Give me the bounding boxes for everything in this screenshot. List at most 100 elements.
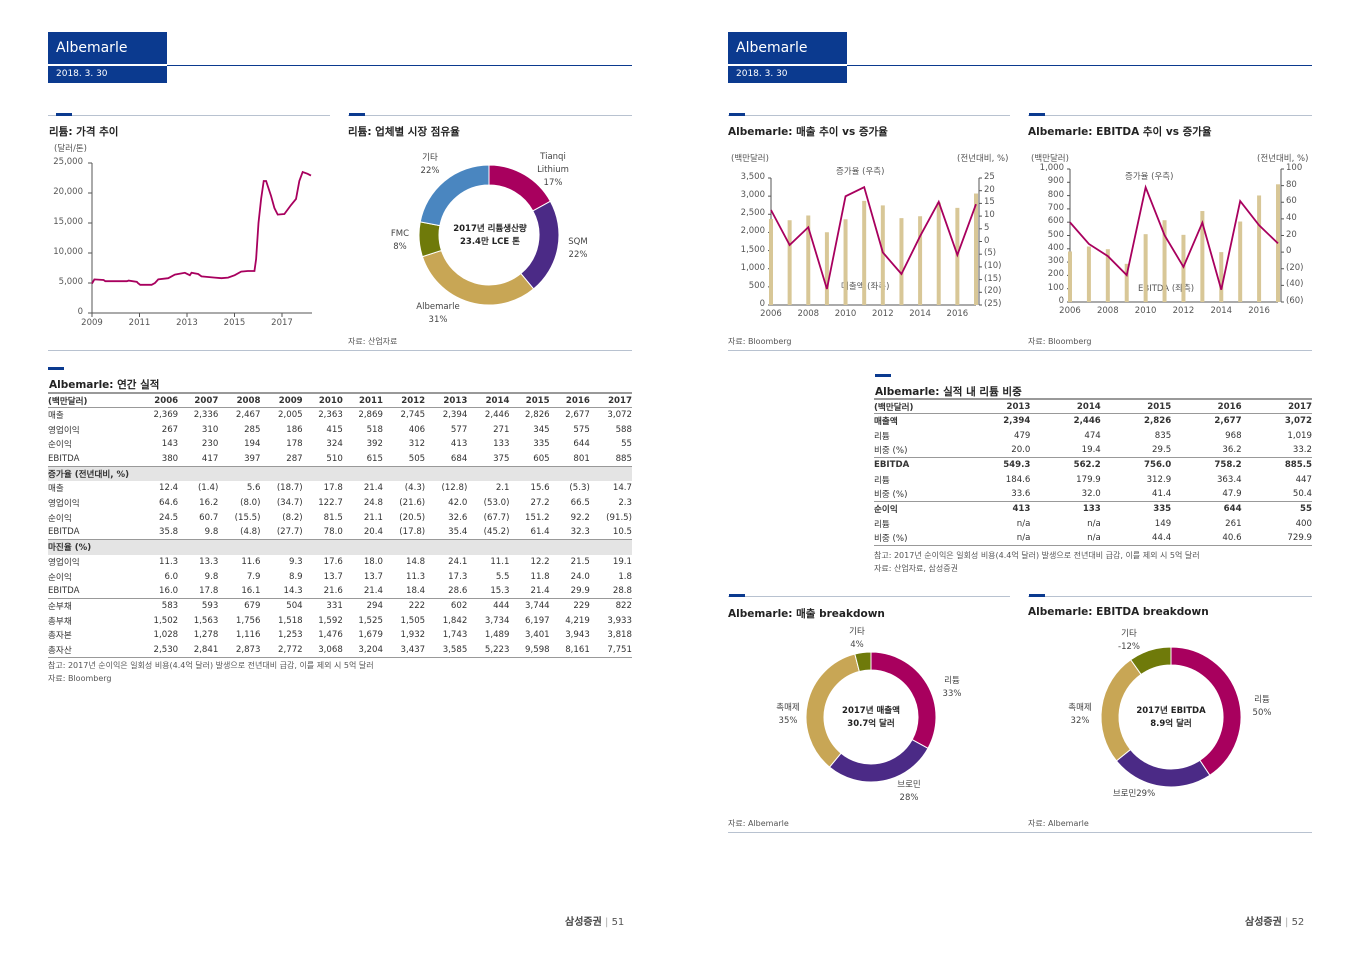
table-row: EBITDA 16.0 17.8 16.1 14.3 21.6 21.4 18.4 28.6 15… [48, 584, 632, 599]
x-tick-label: 2012 [1172, 306, 1195, 316]
y2-tick-label: (5) [984, 248, 997, 259]
bar-2009 [1124, 263, 1129, 302]
row-label: 총자본 [48, 631, 72, 642]
cell-value: 13.7 [323, 571, 343, 582]
cell-value: 505 [408, 453, 426, 464]
cell-value: 12.2 [530, 556, 550, 567]
cell-value: 593 [178, 598, 219, 614]
cell-value: (8.2) [282, 512, 303, 523]
share-label-other: 기타 22% [416, 152, 444, 178]
x-tick-label: 2012 [871, 309, 894, 319]
ebitda-left-unit: (백만달러) [1031, 154, 1069, 164]
section-divider [48, 115, 330, 116]
x-tick-label: 2013 [176, 318, 198, 328]
cell-value: 19.4 [1081, 445, 1101, 456]
y2-tick-label: 15 [984, 197, 995, 208]
table-row: 매출액 2,394 2,446 2,826 2,677 3,072 [874, 414, 1312, 429]
x-tick-label: 2010 [1134, 306, 1157, 316]
y-tick-label: 500 [748, 280, 765, 291]
cell-value: 66.5 [570, 498, 590, 509]
section-divider [48, 350, 632, 351]
footer-brand: 삼성증권 [565, 917, 602, 928]
table-row: 비중 (%) 33.6 32.0 41.4 47.9 50.4 [874, 487, 1312, 502]
cell-value: 13.3 [199, 556, 219, 567]
cell-value: 2,772 [260, 642, 303, 658]
cell-value: 17.3 [448, 571, 468, 582]
cell-value: 549.3 [960, 457, 1031, 473]
table-row: 순이익 143 230 194 178 324 392 312 413 133 335 644 55 [48, 437, 632, 452]
cell-value: 16.2 [199, 498, 219, 509]
cell-value: 644 [1171, 501, 1242, 517]
cell-value: 133 [1030, 501, 1101, 517]
lithium-table-note: 참고: 2017년 순이익은 일회성 비용(4.4억 달러) 발생으로 전년대비… [874, 551, 1200, 560]
bar-2007 [1086, 246, 1091, 302]
x-tick-label: 2014 [909, 309, 931, 319]
section-divider [1028, 596, 1312, 597]
column-header: 2008 [218, 392, 261, 409]
y2-tick-label: 80 [1286, 179, 1297, 190]
page-footer: 삼성증권 | 51 [565, 917, 625, 928]
cell-value: 92.2 [570, 512, 590, 523]
table-row: 총부채 1,502 1,563 1,756 1,518 1,592 1,525 1,505 1,… [48, 613, 632, 628]
cell-value: 2,394 [1003, 416, 1031, 427]
cell-value: 17.6 [323, 556, 343, 567]
row-label: 순이익 [48, 440, 72, 451]
table-row: 순부채 583 593 679 504 331 294 222 602 444 3,744 229 82… [48, 598, 632, 614]
ebitda-right-unit: (전년대비, %) [1257, 154, 1309, 164]
bar-2006 [1068, 251, 1072, 302]
cell-value: 684 [450, 453, 468, 464]
cell-value: 1,743 [442, 630, 468, 641]
ebitda-chart-source: 자료: Bloomberg [1028, 337, 1092, 346]
cell-value: 2,363 [318, 410, 343, 421]
cell-value: 14.3 [283, 586, 303, 597]
cell-value: 2,873 [218, 642, 261, 658]
cell-value: 1,525 [358, 615, 383, 626]
share-label-pct: 22% [420, 166, 440, 176]
cell-value: n/a [1087, 518, 1101, 529]
cell-value: 1,278 [193, 630, 219, 641]
y-tick-label: 5,000 [58, 277, 83, 287]
y2-tick-label: (15) [984, 273, 1002, 284]
cell-value: 81.5 [323, 512, 343, 523]
label-name: 리튬 [944, 676, 960, 686]
y-tick-label: 2,000 [740, 226, 765, 237]
ebitda-breakdown-title: Albemarle: EBITDA breakdown [1028, 606, 1209, 618]
label-name: 촉매제 [1068, 703, 1092, 713]
share-label-name: SQM [568, 237, 588, 247]
column-header: 2015 [509, 392, 550, 409]
cell-value: 3,933 [607, 615, 632, 626]
cell-value: 29.5 [1152, 445, 1172, 456]
cell-value: (17.8) [399, 527, 426, 538]
cell-value: 380 [161, 453, 179, 464]
y-tick-label: 300 [1047, 256, 1064, 267]
footer-brand: 삼성증권 [1245, 917, 1282, 928]
sales-bd-center: 2017년 매출액 30.7억 달러 [821, 705, 921, 731]
company-header: Albemarle [728, 32, 847, 64]
cell-value: 518 [366, 424, 383, 435]
cell-value: 179.9 [1076, 474, 1101, 485]
cell-value: 8,161 [549, 642, 590, 658]
cell-value: 21.1 [363, 512, 383, 523]
section-marker [729, 594, 745, 597]
y2-tick-label: (40) [1286, 279, 1304, 290]
section-marker [48, 367, 64, 370]
cell-value: 178 [286, 439, 303, 450]
section-marker [1029, 113, 1045, 116]
cell-value: 6,197 [525, 615, 550, 626]
y-tick-label: 200 [1047, 269, 1064, 280]
label-pct: 28% [899, 793, 919, 803]
cell-value: 14.8 [406, 556, 426, 567]
y2-tick-label: 0 [1286, 246, 1292, 257]
y-tick-label: 0 [77, 307, 83, 317]
cell-value: 605 [533, 453, 550, 464]
cell-value: 2.1 [495, 483, 510, 494]
cell-value: 27.2 [530, 498, 550, 509]
donut-slice-브로민 [1115, 748, 1211, 788]
table-row: 비중 (%) n/a n/a 44.4 40.6 729.9 [874, 531, 1312, 547]
table-row: 순이익 6.0 9.8 7.9 8.9 13.7 13.7 11.3 17.3 5.5 11.8 24… [48, 569, 632, 584]
cell-value: 2,446 [484, 410, 510, 421]
cell-value: 312 [408, 439, 426, 450]
cell-value: 3,072 [607, 410, 632, 421]
cell-value: (4.3) [404, 483, 426, 494]
share-label-pct: 31% [428, 315, 448, 325]
